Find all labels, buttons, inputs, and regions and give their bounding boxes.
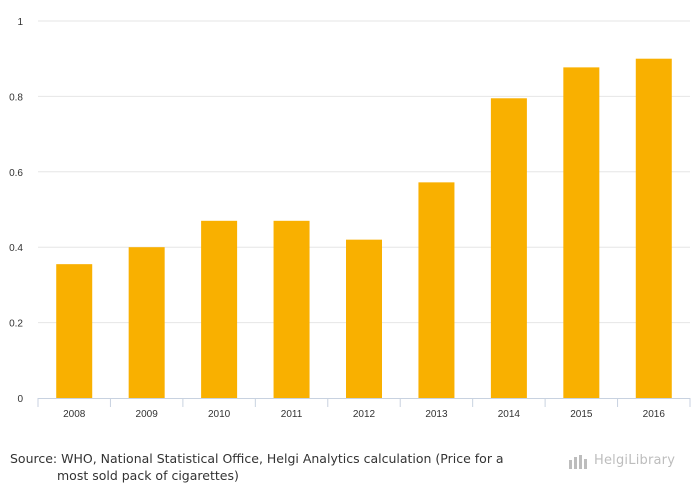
source-line-1: Source: WHO, National Statistical Office… bbox=[10, 451, 504, 466]
x-tick-label-2016: 2016 bbox=[643, 409, 666, 420]
bars bbox=[56, 58, 672, 398]
x-axis-tick-labels: 2008 2009 2010 2011 2012 2013 2014 2015 2016 bbox=[63, 409, 665, 420]
bar-2008 bbox=[56, 264, 93, 398]
bar-2013 bbox=[418, 182, 455, 398]
bar-2015 bbox=[563, 67, 600, 398]
logo-text: HelgiLibrary bbox=[594, 453, 676, 468]
bar-2016 bbox=[635, 58, 672, 398]
bar-2014 bbox=[490, 98, 527, 398]
x-tick-label-2015: 2015 bbox=[570, 409, 593, 420]
x-tick-label-2014: 2014 bbox=[498, 409, 521, 420]
source-line-2: most sold pack of cigarettes) bbox=[57, 468, 239, 483]
helgi-library-logo: HelgiLibrary bbox=[568, 452, 692, 472]
x-tick-label-2008: 2008 bbox=[63, 409, 86, 420]
x-tick-label-2010: 2010 bbox=[208, 409, 231, 420]
x-tick-label-2012: 2012 bbox=[353, 409, 376, 420]
y-axis-tick-labels: 0 0.2 0.4 0.6 0.8 1 bbox=[9, 17, 23, 405]
y-tick-label-4: 0.8 bbox=[9, 92, 23, 103]
library-logo-icon bbox=[569, 455, 587, 469]
y-tick-label-0: 0 bbox=[17, 394, 23, 405]
x-tick-label-2011: 2011 bbox=[281, 409, 303, 420]
y-tick-label-1: 0.2 bbox=[9, 319, 23, 330]
y-tick-label-5: 1 bbox=[17, 17, 23, 28]
x-axis-tick-marks bbox=[37, 398, 691, 407]
bar-chart: 00.20.40.60.81 2008 2009 2010 2011 2012 2013 2… bbox=[9, 17, 691, 420]
x-tick-label-2013: 2013 bbox=[425, 409, 448, 420]
y-tick-label-2: 0.4 bbox=[9, 243, 23, 254]
bar-2009 bbox=[128, 247, 165, 398]
bar-2012 bbox=[346, 239, 382, 398]
bar-2011 bbox=[273, 220, 310, 398]
source-note: Source: WHO, National Statistical Office… bbox=[10, 450, 550, 484]
y-tick-label-3: 0.6 bbox=[9, 168, 23, 179]
x-tick-label-2009: 2009 bbox=[136, 409, 159, 420]
bar-2010 bbox=[201, 220, 238, 398]
